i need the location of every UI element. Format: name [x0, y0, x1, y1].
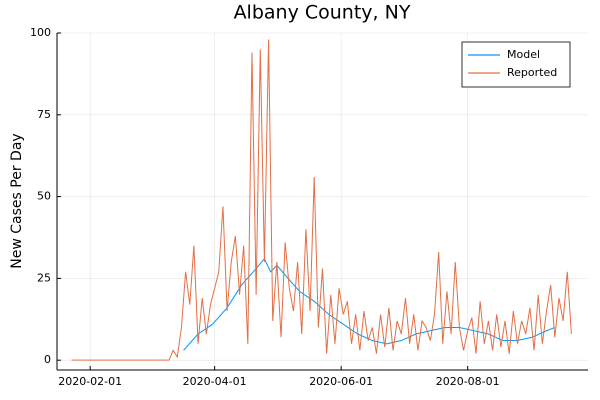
legend-box: [461, 41, 571, 88]
y-tick-label: 100: [30, 26, 51, 39]
y-tick-label: 50: [37, 190, 51, 203]
chart-title: Albany County, NY: [234, 2, 411, 24]
x-tick-label: 2020-08-01: [436, 375, 500, 388]
y-axis-label: New Cases Per Day: [9, 133, 25, 268]
data-line: [71, 39, 572, 361]
x-tick-label: 2020-02-01: [58, 375, 122, 388]
legend-label: Model: [507, 48, 540, 61]
y-tick-label: 0: [44, 353, 51, 366]
y-tick-label: 25: [37, 271, 51, 284]
legend-label: Reported: [507, 66, 557, 79]
y-tick-label: 75: [37, 108, 51, 121]
x-tick-label: 2020-06-01: [309, 375, 373, 388]
x-tick-label: 2020-04-01: [183, 375, 247, 388]
